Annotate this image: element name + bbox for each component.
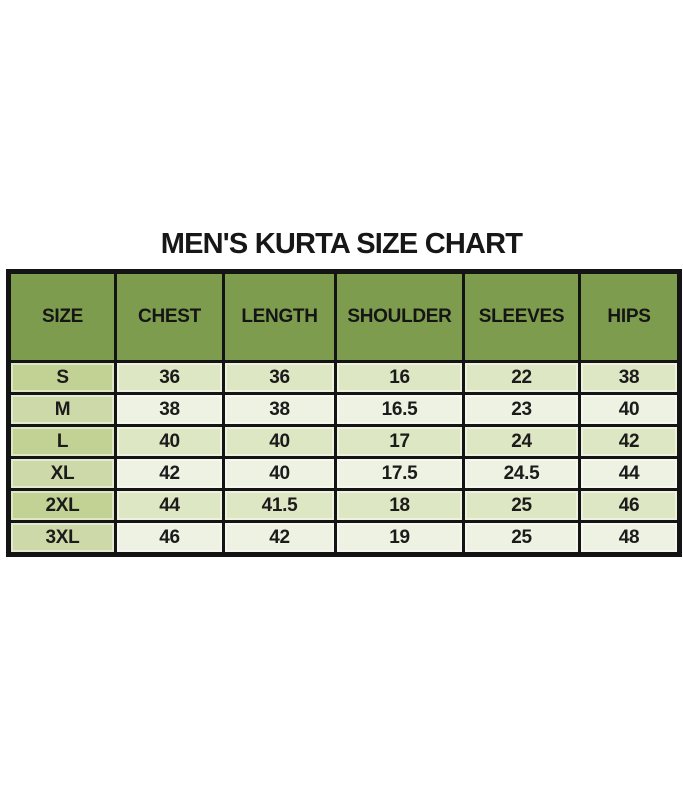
data-cell: 24: [462, 424, 581, 459]
column-header-sleeves: SLEEVES: [462, 270, 581, 363]
table-row-m: M 38 38 16.5 23 40: [7, 392, 681, 427]
data-cell: 18: [334, 488, 465, 523]
column-header-shoulder: SHOULDER: [334, 270, 465, 363]
data-cell: 38: [222, 392, 337, 427]
column-header-hips: HIPS: [578, 270, 681, 363]
data-cell: 17.5: [334, 456, 465, 491]
data-cell: 40: [222, 424, 337, 459]
data-cell: 46: [578, 488, 681, 523]
data-cell: 25: [462, 520, 581, 556]
data-cell: 46: [114, 520, 225, 556]
data-cell: 36: [222, 360, 337, 395]
data-cell: 41.5: [222, 488, 337, 523]
data-cell: 25: [462, 488, 581, 523]
table-row-l: L 40 40 17 24 42: [7, 424, 681, 459]
data-cell: 19: [334, 520, 465, 556]
data-cell: 42: [578, 424, 681, 459]
size-cell: 3XL: [7, 520, 117, 556]
size-chart-table: SIZE CHEST LENGTH SHOULDER SLEEVES HIPS …: [6, 269, 682, 557]
data-cell: 22: [462, 360, 581, 395]
table-row-3xl: 3XL 46 42 19 25 48: [7, 520, 681, 556]
data-cell: 42: [222, 520, 337, 556]
column-header-chest: CHEST: [114, 270, 225, 363]
column-header-length: LENGTH: [222, 270, 337, 363]
data-cell: 44: [578, 456, 681, 491]
data-cell: 40: [114, 424, 225, 459]
table-row-xl: XL 42 40 17.5 24.5 44: [7, 456, 681, 491]
size-cell: S: [7, 360, 117, 395]
size-cell: L: [7, 424, 117, 459]
size-cell: 2XL: [7, 488, 117, 523]
data-cell: 16: [334, 360, 465, 395]
size-cell: XL: [7, 456, 117, 491]
header-row: SIZE CHEST LENGTH SHOULDER SLEEVES HIPS: [7, 270, 681, 363]
data-cell: 24.5: [462, 456, 581, 491]
data-cell: 44: [114, 488, 225, 523]
data-cell: 38: [114, 392, 225, 427]
data-cell: 38: [578, 360, 681, 395]
data-cell: 36: [114, 360, 225, 395]
table-row-s: S 36 36 16 22 38: [7, 360, 681, 395]
column-header-size: SIZE: [7, 270, 117, 363]
data-cell: 23: [462, 392, 581, 427]
table-row-2xl: 2XL 44 41.5 18 25 46: [7, 488, 681, 523]
data-cell: 42: [114, 456, 225, 491]
size-cell: M: [7, 392, 117, 427]
page-title: MEN'S KURTA SIZE CHART: [160, 228, 523, 260]
data-cell: 40: [578, 392, 681, 427]
data-cell: 17: [334, 424, 465, 459]
data-cell: 40: [222, 456, 337, 491]
data-cell: 48: [578, 520, 681, 556]
data-cell: 16.5: [334, 392, 465, 427]
